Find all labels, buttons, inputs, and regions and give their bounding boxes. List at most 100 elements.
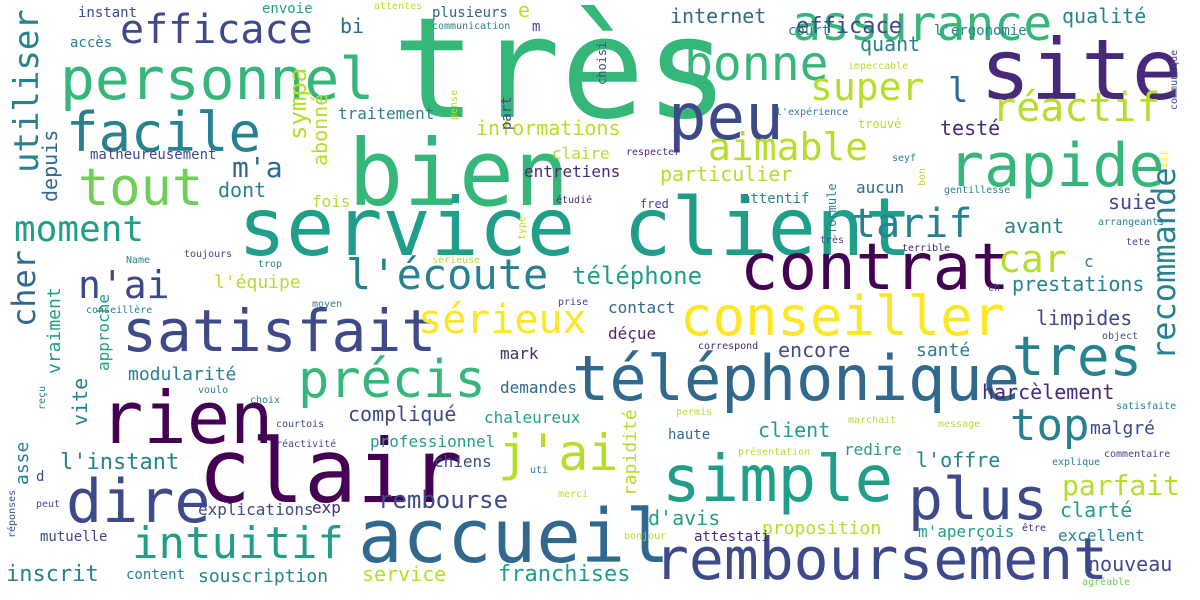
word-123: trouvé [858, 117, 902, 131]
word-140: toujours [184, 249, 233, 260]
word-164: peut [36, 499, 61, 510]
word-11: rapide [948, 131, 1165, 201]
word-44: internet [670, 4, 767, 28]
word-8: téléphonique [572, 342, 1020, 415]
word-152: courtois [276, 419, 325, 430]
word-48: particulier [660, 162, 793, 186]
word-35: aimable [708, 125, 869, 169]
word-22: assurance [792, 0, 1053, 52]
word-7: remboursement [654, 525, 1108, 593]
word-137: terrible [902, 243, 951, 254]
word-90: mark [500, 344, 539, 363]
word-16: peu [668, 81, 784, 155]
word-99: content [126, 567, 186, 583]
word-158: présentation [738, 447, 811, 458]
word-61: limpides [1036, 306, 1133, 330]
word-110: malheureusement [90, 147, 217, 163]
word-60: prestations [1012, 272, 1145, 296]
word-126: part [499, 96, 515, 130]
word-74: vraiment [44, 287, 65, 374]
word-31: sérieux [418, 297, 587, 343]
word-136: très [820, 235, 845, 246]
word-50: m'a [232, 151, 283, 184]
word-38: cher [5, 249, 43, 327]
word-82: chaleureux [484, 408, 581, 427]
word-162: merci [558, 489, 589, 500]
word-95: excellent [1058, 526, 1145, 545]
word-156: message [938, 419, 981, 430]
word-112: instant [78, 5, 138, 21]
word-117: court [788, 23, 831, 39]
word-34: tarif [852, 201, 973, 247]
word-30: efficace [120, 7, 313, 53]
word-166: être [1022, 523, 1047, 534]
word-70: malgré [1090, 418, 1156, 439]
word-68: l'offre [916, 448, 1001, 472]
word-97: attestati [694, 529, 770, 545]
word-129: seyf [892, 153, 917, 164]
word-151: reçu [37, 385, 48, 410]
word-147: object [1102, 331, 1139, 342]
word-167: agréable [1082, 577, 1131, 588]
word-155: marchait [848, 415, 897, 426]
word-131: formule [825, 183, 839, 234]
word-121: communique [1169, 49, 1180, 110]
word-3: clair [198, 420, 463, 523]
word-83: professionnel [370, 432, 496, 451]
word-58: suie [1108, 190, 1157, 214]
word-115: communication [432, 21, 511, 32]
word-64: nouveau [1088, 552, 1173, 576]
word-2: service client [238, 181, 913, 274]
word-138: type [517, 215, 528, 240]
word-56: bi [340, 14, 365, 38]
word-100: plusieurs [432, 5, 508, 21]
word-79: service [362, 562, 447, 586]
word-92: rapidité [620, 409, 641, 496]
word-54: dont [218, 178, 267, 202]
word-57: e [518, 0, 531, 22]
word-89: déçue [608, 324, 657, 343]
word-37: n'ai [78, 263, 170, 307]
word-33: super [810, 65, 925, 109]
word-163: bonjour [624, 531, 667, 542]
word-85: mutuelle [40, 529, 108, 545]
word-66: d'avis [648, 506, 721, 530]
word-91: contact [608, 298, 676, 317]
word-71: client [758, 418, 831, 442]
word-17: plus [908, 465, 1048, 533]
word-24: j'ai [498, 424, 619, 482]
word-87: l'équipe [214, 272, 301, 293]
word-149: voulo [198, 385, 229, 396]
word-42: rembourse [378, 486, 509, 514]
word-23: intuitif [132, 518, 344, 569]
word-81: modularité [128, 364, 237, 385]
word-15: conseiller [680, 285, 1006, 348]
word-78: souscription [198, 566, 329, 587]
word-114: attentes [374, 1, 423, 12]
word-80: compliqué [348, 402, 457, 426]
word-120: impeccable [848, 61, 909, 72]
word-14: dire [66, 467, 211, 537]
word-47: informations [476, 116, 621, 140]
word-6: simple [662, 443, 894, 517]
word-39: car [998, 237, 1067, 281]
word-128: fred [640, 197, 669, 211]
word-1: bien [348, 120, 570, 227]
word-40: parfait [1062, 469, 1181, 502]
word-157: satisfaite [1116, 401, 1177, 412]
word-159: commentaire [1104, 449, 1171, 460]
word-53: depuis [38, 129, 62, 202]
word-26: l'écoute [346, 250, 549, 299]
word-141: trop [258, 259, 283, 270]
word-5: accueil [358, 494, 670, 580]
word-146: ch [988, 283, 1001, 294]
word-45: qualité [1062, 4, 1147, 28]
word-46: quant [860, 32, 921, 56]
word-127: étudié [556, 195, 593, 206]
word-122: l'expérience [776, 107, 849, 118]
word-154: permis [676, 407, 713, 418]
word-142: sérieuse [432, 255, 481, 266]
word-103: claire [552, 144, 610, 163]
word-93: chiens [434, 452, 492, 471]
word-63: santé [916, 340, 971, 361]
